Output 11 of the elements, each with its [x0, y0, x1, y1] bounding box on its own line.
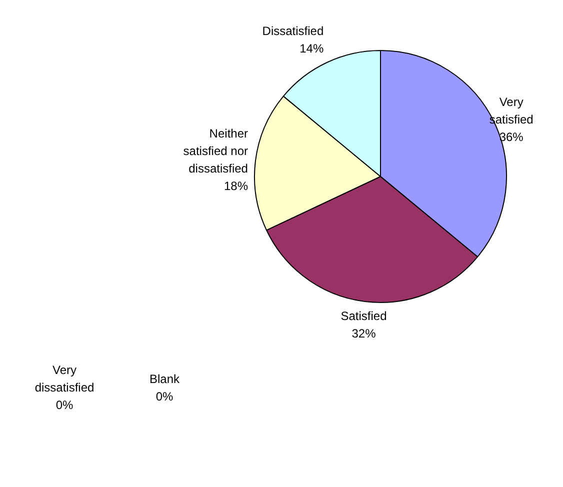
text: 0%	[156, 389, 174, 404]
data-label: 18%	[224, 179, 248, 194]
slice-label: Dissatisfied	[262, 24, 324, 38]
category-label: Very dissatisfied	[34, 363, 94, 394]
category-label: Blank	[149, 372, 180, 386]
data-label: 14%	[300, 42, 324, 56]
data-label: 32%	[352, 326, 376, 341]
data-label: 36%	[499, 130, 524, 144]
text: 0%	[56, 398, 74, 412]
slice-label: Satisfied	[340, 309, 387, 324]
slice-label: Neither satisfied nor dissatisfied	[183, 126, 248, 176]
